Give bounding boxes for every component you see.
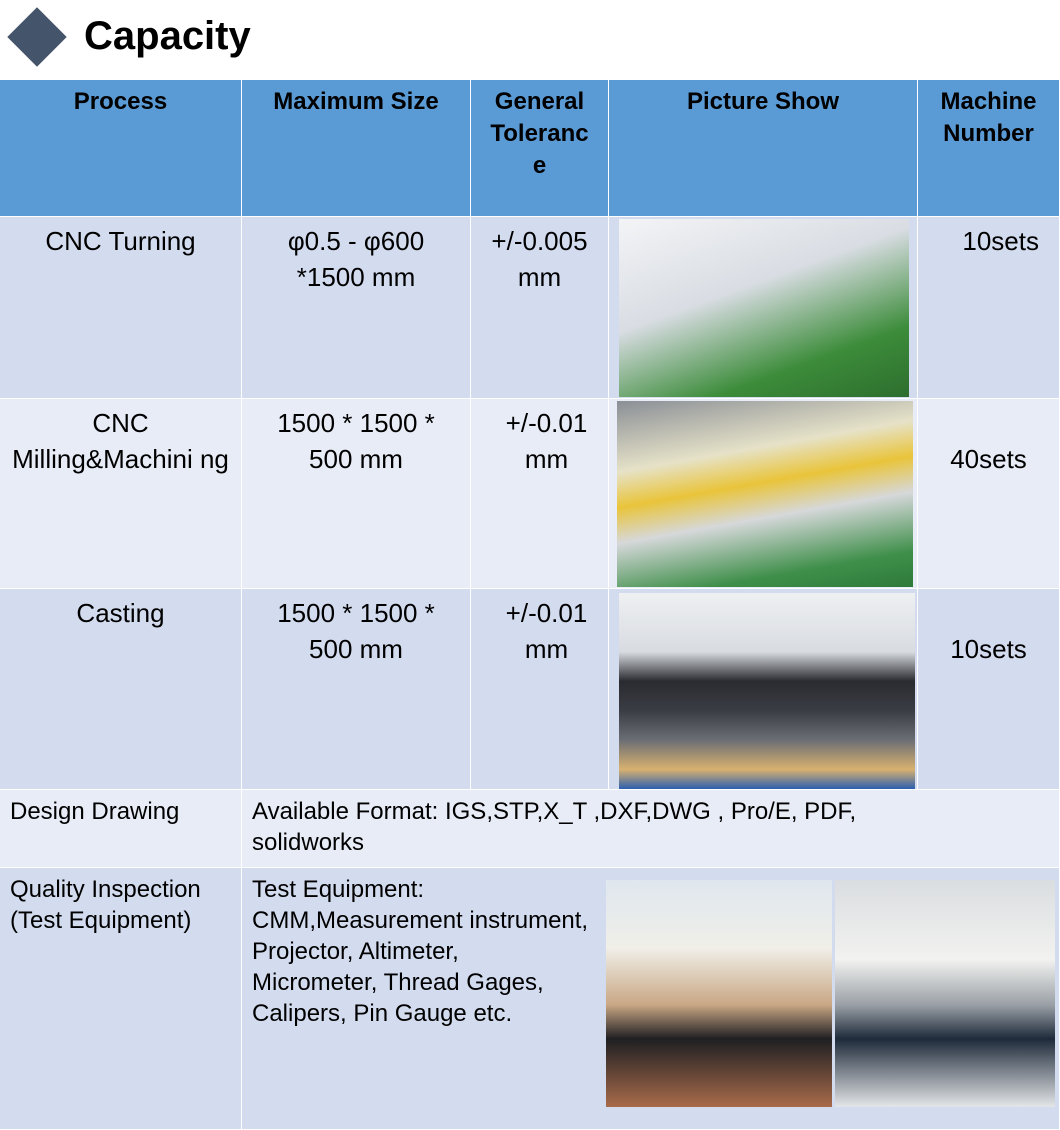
process-cell: CNC Milling&Machini ng [0, 399, 242, 588]
header-picture: Picture Show [609, 80, 918, 216]
design-value: Available Format: IGS,STP,X_T ,DXF,DWG ,… [242, 790, 1060, 867]
section-title: Capacity [0, 0, 1060, 80]
picture-cell [609, 399, 918, 588]
size-cell: 1500 * 1500 * 500 mm [242, 399, 471, 588]
number-cell: 10sets [918, 217, 1060, 398]
header-machine-number: Machine Number [918, 80, 1060, 216]
tolerance-cell: +/-0.01 mm [471, 399, 609, 588]
process-cell: Casting [0, 589, 242, 789]
casting-photo [619, 593, 915, 789]
table-row: CNC Milling&Machini ng 1500 * 1500 * 500… [0, 399, 1060, 589]
page-title: Capacity [84, 14, 251, 58]
number-cell: 40sets [918, 399, 1060, 588]
cnc-milling-photo [617, 401, 913, 587]
quality-label: Quality Inspection (Test Equipment) [0, 868, 242, 1129]
diamond-icon [7, 7, 67, 67]
picture-cell [609, 217, 918, 398]
header-max-size: Maximum Size [242, 80, 471, 216]
process-cell: CNC Turning [0, 217, 242, 398]
header-process: Process [0, 80, 242, 216]
cmm-photo [606, 880, 832, 1107]
header-tolerance: General Toleranc e [471, 80, 609, 216]
quality-inspection-row: Quality Inspection (Test Equipment) Test… [0, 868, 1060, 1130]
table-header: Process Maximum Size General Toleranc e … [0, 80, 1060, 217]
tolerance-cell: +/-0.01 mm [471, 589, 609, 789]
picture-cell [609, 589, 918, 789]
cnc-turning-photo [619, 219, 909, 397]
number-cell: 10sets [918, 589, 1060, 789]
table-row: Casting 1500 * 1500 * 500 mm +/-0.01 mm … [0, 589, 1060, 790]
table-row: CNC Turning φ0.5 - φ600 *1500 mm +/-0.00… [0, 217, 1060, 399]
size-cell: φ0.5 - φ600 *1500 mm [242, 217, 471, 398]
design-drawing-row: Design Drawing Available Format: IGS,STP… [0, 790, 1060, 868]
projector-photo [835, 880, 1055, 1107]
size-cell: 1500 * 1500 * 500 mm [242, 589, 471, 789]
design-label: Design Drawing [0, 790, 242, 867]
tolerance-cell: +/-0.005 mm [471, 217, 609, 398]
